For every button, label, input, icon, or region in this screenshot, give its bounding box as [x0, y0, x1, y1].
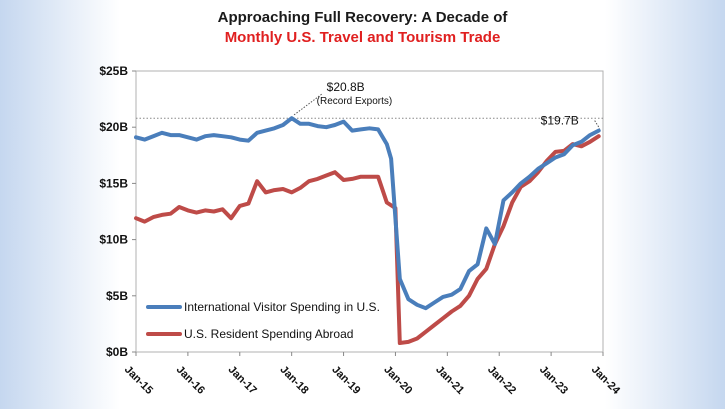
chart-title-line1: Approaching Full Recovery: A Decade of: [217, 9, 508, 26]
record-annotation-label: $20.8B: [327, 80, 365, 94]
series-us-resident-spending-abroad: [134, 134, 601, 345]
x-tick-label: Jan-24: [589, 364, 623, 398]
y-tick-label: $25B: [99, 64, 128, 78]
record-annotation-sublabel: (Record Exports): [317, 96, 393, 107]
x-tick-label: Jan-18: [278, 364, 311, 397]
x-tick-label: Jan-19: [329, 364, 362, 397]
y-tick-label: $15B: [99, 176, 128, 190]
chart-title-line2: Monthly U.S. Travel and Tourism Trade: [224, 29, 501, 46]
y-tick-label: $0B: [106, 345, 128, 359]
x-tick-label: Jan-23: [537, 364, 570, 397]
x-tick-label: Jan-22: [485, 364, 518, 397]
x-tick-label: Jan-16: [174, 364, 207, 397]
series-international-visitor-spending: [134, 116, 601, 311]
y-tick-label: $5B: [106, 289, 128, 303]
y-tick-label: $10B: [99, 233, 128, 247]
legend-item-us-resident-spending-abroad-label: U.S. Resident Spending Abroad: [184, 327, 353, 341]
x-tick-label: Jan-15: [122, 364, 155, 397]
chart-title: Approaching Full Recovery: A Decade of M…: [0, 8, 725, 48]
x-tick-label: Jan-17: [226, 364, 259, 397]
x-tick-label: Jan-21: [433, 364, 466, 397]
legend-item-international-visitor-spending-label: International Visitor Spending in U.S.: [184, 300, 380, 314]
x-tick-label: Jan-20: [381, 364, 414, 397]
latest-value-annotation-label: $19.7B: [541, 114, 579, 128]
y-tick-label: $20B: [99, 120, 128, 134]
